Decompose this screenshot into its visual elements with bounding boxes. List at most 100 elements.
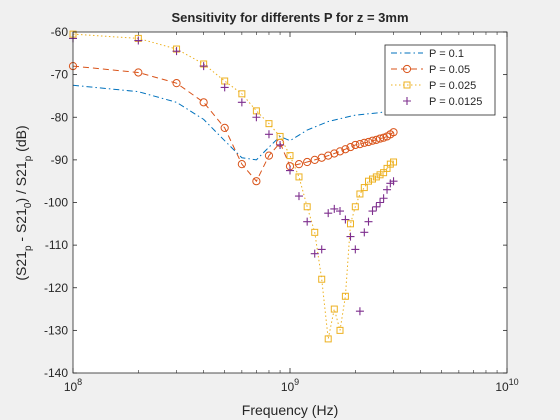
data-point [376, 171, 384, 179]
y-tick-label: -100 [44, 196, 68, 210]
y-label-part: ) / S21 [13, 161, 29, 202]
series-line [72, 65, 394, 183]
data-point [330, 305, 338, 313]
y-tick-label: -120 [44, 281, 68, 295]
data-point [360, 228, 369, 237]
data-point [237, 160, 246, 169]
chart-title: Sensitivity for differents P for z = 3mm [171, 10, 408, 25]
data-point [368, 136, 377, 145]
data-point [220, 83, 229, 92]
data-point [372, 173, 380, 181]
y-tick-label: -110 [45, 238, 68, 252]
y-label-part: - S21 [13, 208, 29, 246]
y-tick-label: -70 [51, 68, 69, 82]
data-point [134, 68, 143, 77]
legend-label: P = 0.025 [429, 80, 476, 92]
data-point [335, 147, 345, 156]
data-point [317, 245, 326, 254]
x-tick-base: 10 [495, 380, 509, 394]
data-point [276, 140, 285, 149]
series-2 [68, 62, 398, 186]
data-point [199, 62, 208, 71]
data-point [134, 36, 143, 45]
x-tick-label: 109 [281, 377, 299, 394]
data-point [199, 98, 208, 107]
data-point [364, 177, 372, 185]
data-point [303, 157, 312, 167]
data-point [252, 113, 261, 122]
data-point [379, 194, 388, 203]
data-point [324, 209, 333, 218]
data-point [303, 217, 312, 226]
data-point [356, 190, 364, 198]
legend-label: P = 0.0125 [429, 96, 482, 108]
data-point [264, 151, 274, 160]
y-tick-label: -90 [51, 153, 69, 167]
series-4 [69, 34, 398, 316]
legend-entries: P = 0.1 P = 0.05 P = 0.025 P = 0.0125 [391, 48, 482, 108]
data-point [346, 142, 355, 152]
y-tick-label: -130 [44, 323, 68, 337]
x-axis-label: Frequency (Hz) [242, 402, 338, 418]
legend-label: P = 0.1 [429, 48, 464, 60]
x-tick-label: 108 [64, 377, 82, 394]
data-point [318, 275, 326, 283]
data-point [369, 175, 377, 183]
legend: P = 0.1 P = 0.05 P = 0.025 P = 0.0125 [384, 44, 496, 116]
data-point [330, 149, 339, 158]
data-point [303, 203, 311, 211]
data-point [355, 307, 364, 316]
data-point [372, 202, 381, 211]
y-label-subscript: p [23, 155, 34, 161]
data-point [372, 135, 381, 144]
data-point [351, 140, 360, 150]
data-point [383, 185, 392, 194]
series-layer [68, 30, 398, 343]
data-point [172, 47, 181, 56]
data-point [310, 249, 319, 258]
data-point [311, 228, 319, 236]
x-tick-label: 1010 [495, 377, 518, 394]
series-1 [72, 84, 394, 161]
y-label-subscript: 0 [23, 202, 34, 208]
data-point [379, 133, 388, 142]
series-line [72, 84, 394, 161]
data-point [389, 128, 398, 137]
x-tick-exponent: 8 [77, 377, 82, 387]
y-label-part: (S21 [13, 251, 29, 281]
data-point [355, 140, 365, 149]
data-point [264, 130, 273, 139]
data-point [368, 207, 377, 216]
data-point [341, 215, 350, 224]
legend-marker [403, 81, 411, 89]
data-point [360, 184, 368, 192]
data-point [294, 160, 304, 169]
data-point [295, 173, 303, 181]
data-point [324, 151, 333, 160]
data-point [286, 166, 294, 175]
data-point [364, 137, 373, 147]
x-tick-base: 10 [64, 380, 78, 394]
legend-marker [403, 97, 411, 105]
data-point [252, 177, 261, 186]
data-point [390, 158, 398, 166]
data-point [238, 90, 246, 98]
data-point [172, 79, 181, 88]
data-point [360, 138, 369, 147]
data-point [276, 132, 284, 140]
data-point [351, 203, 359, 211]
y-tick-label: -80 [51, 110, 69, 124]
legend-marker [402, 64, 412, 74]
y-label-subscript: p [23, 245, 34, 251]
data-point [220, 123, 229, 133]
data-point [336, 207, 345, 216]
data-point [364, 217, 373, 226]
data-point [341, 145, 350, 154]
y-label-part: (dB) [13, 125, 29, 155]
data-point [346, 220, 354, 228]
y-axis-label: (S21p - S210) / S21p (dB) [13, 125, 34, 280]
y-tick-label: -60 [51, 25, 69, 39]
